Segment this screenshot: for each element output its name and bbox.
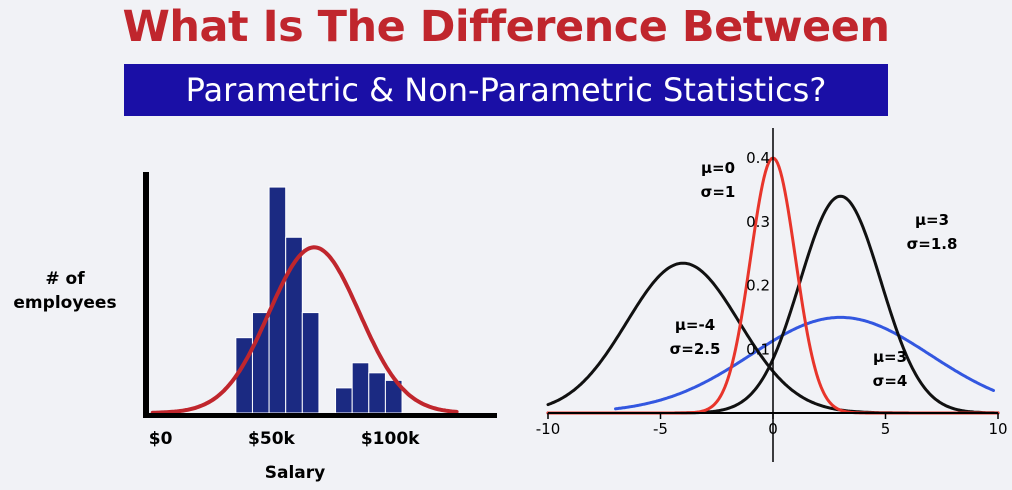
normal-curve-3 <box>614 315 995 411</box>
histogram-x-tick-label-2: $100k <box>361 429 420 449</box>
histogram-bar-4 <box>301 312 320 414</box>
normal-curve-label-mu-0: μ=0 <box>701 159 735 177</box>
normal-curve-label-sigma-3: σ=4 <box>873 372 908 390</box>
normal-curve-label-sigma-2: σ=1.8 <box>907 235 958 253</box>
normal-curve-label-sigma-0: σ=1 <box>701 183 736 201</box>
histogram-bar-7 <box>368 372 386 414</box>
histogram-fit-curve <box>150 245 459 415</box>
normal-x-tick-label-4: 10 <box>988 420 1007 438</box>
normal-curve-label-mu-1: μ=-4 <box>675 316 715 334</box>
normal-distributions-chart: -10 -5 0 5 10 0.1 0.2 0.3 0.4 μ=0 σ=1 μ=-4 σ=2.5 μ=3 σ… <box>536 128 1008 462</box>
histogram-bar-5 <box>335 387 353 414</box>
normal-y-tick-label-0: 0.1 <box>746 340 770 358</box>
histogram-x-axis <box>143 413 497 418</box>
subtitle-banner: Parametric & Non-Parametric Statistics? <box>124 64 888 116</box>
normal-curve-label-sigma-1: σ=2.5 <box>670 340 721 358</box>
normal-y-tick-label-2: 0.3 <box>746 213 770 231</box>
normal-x-tick-label-3: 5 <box>881 420 891 438</box>
histogram-x-tick-label-0: $0 <box>149 429 173 449</box>
histogram-bar-2 <box>268 186 287 414</box>
normal-curve-label-mu-2: μ=3 <box>915 211 949 229</box>
normal-y-tick-label-3: 0.4 <box>746 149 770 167</box>
histogram-y-axis-label: # of employees <box>13 269 116 313</box>
normal-y-tick-label-1: 0.2 <box>746 277 770 295</box>
histogram-x-tick-label-1: $50k <box>248 429 295 449</box>
histogram-bar-6 <box>351 362 370 414</box>
normal-x-tick-label-1: -5 <box>653 420 668 438</box>
normal-x-tick-label-2: 0 <box>768 420 778 438</box>
histogram-chart: $0 $50k $100k Salary # of employees <box>13 172 497 483</box>
page-title: What Is The Difference Between <box>122 2 891 52</box>
histogram-y-axis <box>143 172 149 417</box>
subtitle-text: Parametric & Non-Parametric Statistics? <box>185 71 827 109</box>
histogram-x-axis-label: Salary <box>265 463 325 483</box>
normal-x-tick-label-0: -10 <box>536 420 561 438</box>
normal-curve-label-mu-3: μ=3 <box>873 348 907 366</box>
